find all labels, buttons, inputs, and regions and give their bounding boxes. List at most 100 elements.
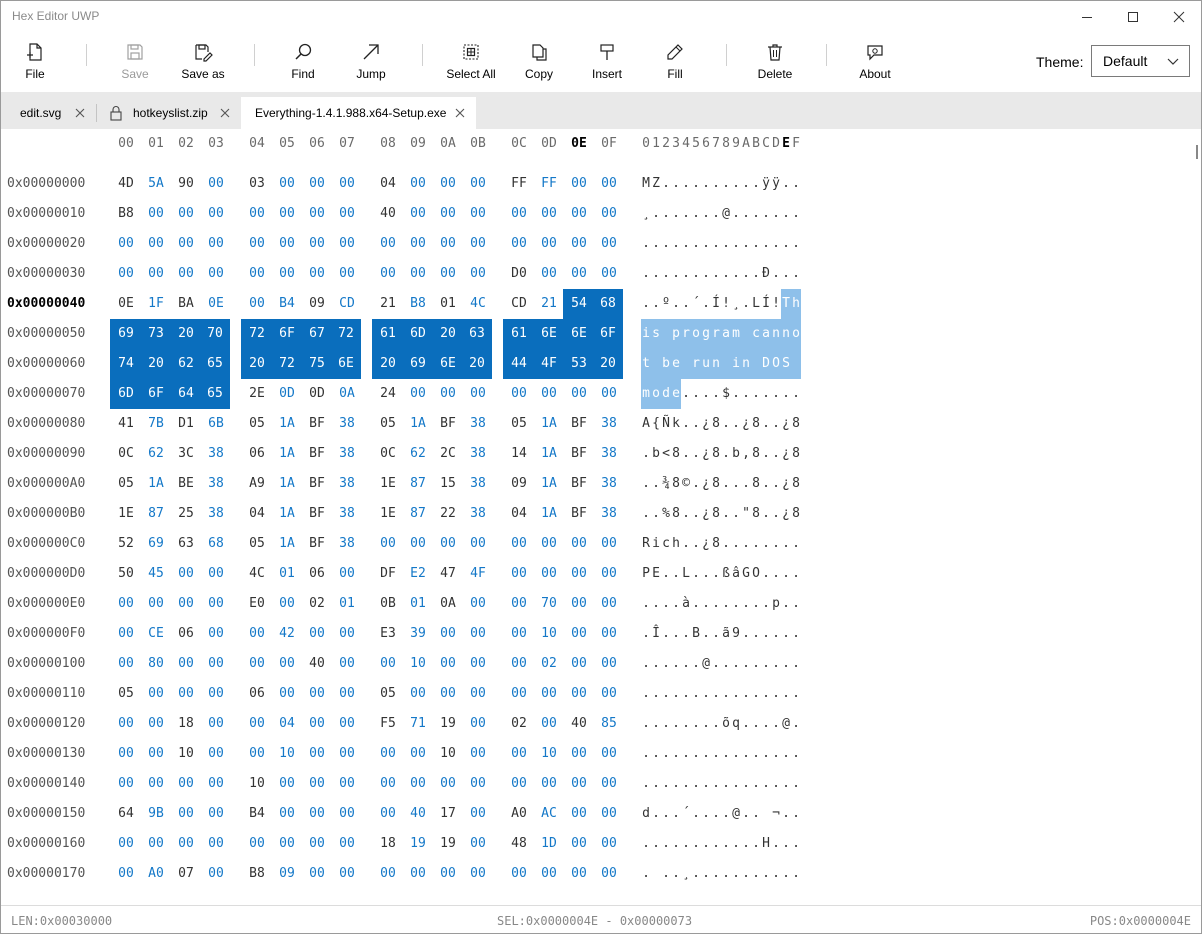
hex-byte[interactable]: 07 [178, 866, 194, 881]
ascii-char[interactable]: ¬ [772, 806, 780, 821]
ascii-char[interactable]: . [662, 566, 670, 581]
ascii-char[interactable]: . [712, 626, 720, 641]
hex-byte[interactable]: 70 [200, 319, 230, 349]
ascii-char[interactable]: . [702, 626, 710, 641]
ascii-char[interactable]: 8 [672, 476, 680, 491]
ascii-char[interactable]: . [782, 266, 790, 281]
hex-byte[interactable]: CD [511, 296, 527, 311]
hex-byte[interactable]: 65 [200, 349, 230, 379]
ascii-char[interactable]: ¿ [742, 416, 750, 431]
ascii-char[interactable]: . [762, 746, 770, 761]
ascii-char[interactable]: ´ [692, 296, 700, 311]
hex-byte[interactable]: 01 [279, 566, 295, 581]
hex-byte[interactable]: 38 [601, 476, 617, 491]
ascii-char[interactable]: . [752, 626, 760, 641]
ascii-char[interactable]: . [682, 746, 690, 761]
hex-byte[interactable]: 15 [440, 476, 456, 491]
hex-byte[interactable]: 00 [118, 266, 134, 281]
ascii-char[interactable]: . [702, 596, 710, 611]
hex-byte[interactable]: 00 [440, 176, 456, 191]
hex-byte[interactable]: 00 [148, 596, 164, 611]
ascii-char[interactable]: 8 [752, 416, 760, 431]
hex-byte[interactable]: 38 [339, 416, 355, 431]
hex-byte[interactable]: A0 [148, 866, 164, 881]
hex-byte[interactable]: 4D [118, 176, 134, 191]
hex-byte[interactable]: 00 [511, 566, 527, 581]
hex-byte[interactable]: 6F [593, 319, 623, 349]
hex-byte[interactable]: 00 [178, 566, 194, 581]
hex-byte[interactable]: 00 [178, 656, 194, 671]
hex-byte[interactable]: 00 [279, 266, 295, 281]
ascii-char[interactable]: . [712, 596, 720, 611]
ascii-char[interactable]: n [771, 319, 781, 349]
ascii-char[interactable]: . [682, 656, 690, 671]
ascii-char[interactable]: . [642, 266, 650, 281]
ascii-char[interactable]: . [702, 296, 710, 311]
hex-byte[interactable]: 06 [249, 446, 265, 461]
ascii-char[interactable]: . [772, 716, 780, 731]
hex-byte[interactable]: 00 [279, 236, 295, 251]
ascii-char[interactable]: . [642, 716, 650, 731]
ascii-char[interactable]: . [732, 236, 740, 251]
hex-byte[interactable]: 00 [440, 686, 456, 701]
ascii-char[interactable]: . [662, 776, 670, 791]
ascii-char[interactable]: . [692, 386, 700, 401]
ascii-char[interactable]: . [642, 746, 650, 761]
hex-byte[interactable]: 00 [249, 746, 265, 761]
hex-byte[interactable]: 00 [249, 716, 265, 731]
hex-byte[interactable]: 6E [432, 349, 464, 379]
ascii-char[interactable]: n [711, 349, 721, 379]
hex-byte[interactable]: 04 [380, 176, 396, 191]
hex-byte[interactable]: 00 [208, 626, 224, 641]
hex-byte[interactable]: 00 [601, 536, 617, 551]
ascii-char[interactable]: h [791, 289, 801, 319]
ascii-char[interactable]: . [762, 446, 770, 461]
hex-byte[interactable]: 00 [309, 806, 325, 821]
hex-byte[interactable]: 00 [178, 836, 194, 851]
ascii-char[interactable]: g [701, 319, 711, 349]
hex-byte[interactable]: 00 [208, 596, 224, 611]
hex-byte[interactable]: 00 [339, 236, 355, 251]
hex-byte[interactable]: 38 [208, 506, 224, 521]
hex-byte[interactable]: 00 [208, 656, 224, 671]
ascii-char[interactable]: . [682, 236, 690, 251]
hex-byte[interactable]: B8 [410, 296, 426, 311]
ascii-char[interactable]: u [701, 349, 711, 379]
ascii-char[interactable]: . [722, 806, 730, 821]
ascii-char[interactable]: . [702, 716, 710, 731]
hex-byte[interactable]: B4 [249, 806, 265, 821]
ascii-char[interactable]: . [792, 566, 800, 581]
ascii-char[interactable]: @ [782, 716, 790, 731]
hex-byte[interactable]: 06 [309, 566, 325, 581]
ascii-char[interactable]: . [752, 266, 760, 281]
hex-byte[interactable]: 00 [601, 746, 617, 761]
hex-byte[interactable]: 00 [440, 236, 456, 251]
hex-byte[interactable]: 00 [249, 626, 265, 641]
ascii-char[interactable]: . [722, 266, 730, 281]
ascii-char[interactable]: . [742, 206, 750, 221]
ascii-char[interactable]: . [792, 626, 800, 641]
hex-byte[interactable]: A9 [249, 476, 265, 491]
hex-byte[interactable]: 0D [309, 386, 325, 401]
ascii-char[interactable]: . [732, 776, 740, 791]
ascii-char[interactable]: . [742, 386, 750, 401]
hex-byte[interactable]: 00 [339, 836, 355, 851]
ascii-char[interactable]: A [642, 416, 650, 431]
hex-byte[interactable]: 00 [601, 236, 617, 251]
hex-byte[interactable]: 38 [339, 476, 355, 491]
hex-byte[interactable]: 40 [380, 206, 396, 221]
ascii-char[interactable]: . [652, 266, 660, 281]
hex-byte[interactable]: 00 [571, 386, 587, 401]
ascii-char[interactable]: . [702, 236, 710, 251]
ascii-char[interactable]: . [732, 596, 740, 611]
ascii-char[interactable]: . [702, 806, 710, 821]
ascii-char[interactable]: b [732, 446, 740, 461]
ascii-char[interactable]: @ [722, 206, 730, 221]
hex-byte[interactable]: 41 [118, 416, 134, 431]
ascii-char[interactable]: . [722, 776, 730, 791]
hex-byte[interactable]: 10 [410, 656, 426, 671]
ascii-char[interactable]: . [652, 476, 660, 491]
ascii-char[interactable]: . [692, 536, 700, 551]
ascii-char[interactable]: . [782, 806, 790, 821]
ascii-char[interactable]: . [742, 536, 750, 551]
